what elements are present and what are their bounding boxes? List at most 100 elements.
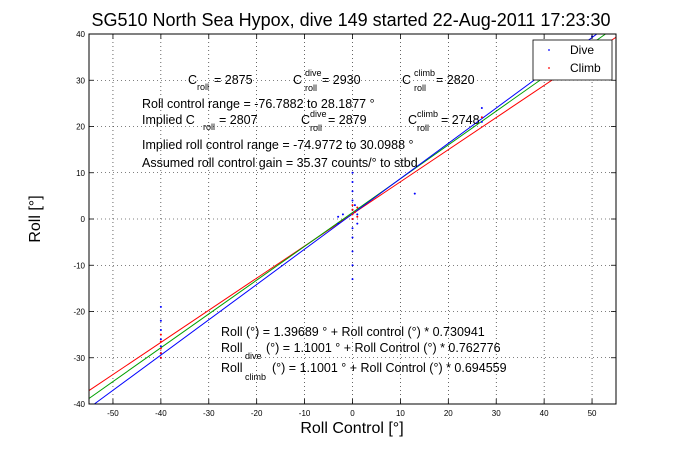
croll-climb-value: = 2820 — [436, 73, 475, 87]
data-point-climb — [356, 206, 359, 209]
implied-sub: roll — [203, 122, 215, 132]
data-point-dive — [159, 319, 162, 322]
y-tick-label: 30 — [76, 76, 85, 85]
data-point-dive — [159, 345, 162, 348]
data-point-climb — [159, 333, 162, 336]
data-point-dive — [351, 227, 354, 230]
x-tick-label: 50 — [588, 409, 597, 418]
croll-climb-sup: climb — [414, 68, 435, 78]
data-point-dive — [351, 236, 354, 239]
legend-label-climb: Climb — [570, 61, 601, 75]
implied-dive-sub: roll — [310, 123, 322, 133]
implied-climb-sup: climb — [417, 109, 438, 119]
data-point-climb — [353, 211, 356, 214]
data-point-dive — [159, 338, 162, 341]
data-point-dive — [351, 278, 354, 281]
fit-dive-prefix: Roll — [221, 341, 243, 355]
roll-control-range: Roll control range = -76.7882 to 28.1877… — [142, 97, 375, 111]
data-point-climb — [351, 213, 354, 216]
data-point-climb — [356, 215, 359, 218]
legend-box — [532, 39, 613, 81]
data-point-dive — [356, 213, 359, 216]
roll-control-gain: Assumed roll control gain = 35.37 counts… — [142, 156, 418, 170]
x-tick-label: -30 — [203, 409, 215, 418]
implied-dive-base: C — [301, 113, 310, 127]
croll-climb-base: C — [402, 73, 411, 87]
data-point-climb — [159, 352, 162, 355]
data-point-climb — [351, 218, 354, 220]
croll-value: = 2875 — [214, 73, 253, 87]
y-tick-label: -40 — [73, 400, 85, 409]
implied-climb-value: = 2748 — [441, 113, 480, 127]
fit-dive-sub: dive — [245, 351, 262, 361]
x-tick-label: 20 — [444, 409, 453, 418]
data-point-climb — [351, 208, 354, 211]
fit-line — [88, 33, 606, 399]
x-tick-label: 30 — [492, 409, 501, 418]
annotation-croll: C roll = 2875 — [188, 73, 253, 92]
fit-climb-prefix: Roll — [221, 361, 243, 375]
data-point-climb — [159, 356, 162, 359]
x-tick-label: -20 — [251, 409, 263, 418]
y-tick-label: 40 — [76, 30, 85, 39]
data-point-dive — [356, 222, 359, 225]
data-point-dive — [351, 264, 354, 267]
x-tick-label: 40 — [540, 409, 549, 418]
croll-dive-sub: roll — [305, 83, 317, 93]
data-point-dive — [351, 250, 354, 253]
y-tick-label: -30 — [73, 354, 85, 363]
data-point-dive — [159, 305, 162, 308]
data-point-dive — [351, 190, 354, 193]
data-point-dive — [480, 120, 483, 123]
axis-ticks: -50 -40 -30 -20 -10 0 10 20 30 40 50 -40 -30 -20 -10 0 1… — [73, 30, 616, 418]
croll-dive-value: = 2930 — [322, 73, 361, 87]
plot-area: -50 -40 -30 -20 -10 0 10 20 30 40 50 -40 -30 -20 -10 0 1… — [73, 30, 617, 418]
fit-equation-all: Roll (°) = 1.39689 ° + Roll control (°) … — [221, 325, 485, 339]
data-point-dive — [413, 192, 416, 195]
annotation-implied-dive: C dive roll = 2879 — [301, 109, 367, 133]
annotation-implied: Implied C roll = 2807 — [142, 113, 258, 132]
croll-dive-base: C — [293, 73, 302, 87]
x-tick-label: -40 — [155, 409, 167, 418]
y-tick-label: 20 — [76, 123, 85, 132]
croll-climb-sub: roll — [414, 83, 426, 93]
implied-prefix: Implied C — [142, 113, 195, 127]
x-tick-label: -50 — [107, 409, 119, 418]
croll-dive-sup: dive — [305, 68, 322, 78]
fit-equation-dive: Roll dive (°) = 1.1001 ° + Roll Control … — [221, 341, 501, 361]
y-tick-label: -10 — [73, 261, 85, 270]
y-axis-label: Roll [°] — [27, 195, 44, 242]
x-tick-label: 0 — [350, 409, 355, 418]
croll-sub: roll — [197, 82, 209, 92]
annotation-implied-climb: C climb roll = 2748 — [408, 109, 480, 133]
implied-dive-sup: dive — [310, 109, 327, 119]
data-point-climb — [351, 204, 354, 207]
data-point-climb — [159, 340, 162, 343]
legend: Dive Climb — [532, 39, 613, 81]
implied-roll-control-range: Implied roll control range = -74.9772 to… — [142, 138, 414, 152]
y-tick-label: 10 — [76, 169, 85, 178]
implied-dive-value: = 2879 — [328, 113, 367, 127]
fit-equation-climb: Roll climb (°) = 1.1001 ° + Roll Control… — [221, 361, 507, 382]
data-point-climb — [480, 116, 483, 119]
data-point-dive — [351, 199, 354, 202]
annotation-croll-climb: C climb roll = 2820 — [402, 68, 475, 93]
data-point-dive — [337, 215, 340, 218]
implied-climb-base: C — [408, 113, 417, 127]
data-points — [159, 35, 594, 359]
data-point-dive — [351, 171, 354, 174]
x-tick-label: 10 — [396, 409, 405, 418]
implied-value: = 2807 — [219, 113, 258, 127]
data-point-dive — [480, 107, 483, 109]
implied-climb-sub: roll — [417, 123, 429, 133]
data-point-climb — [159, 347, 162, 350]
chart-title: SG510 North Sea Hypox, dive 149 started … — [91, 10, 610, 30]
data-point-dive — [351, 181, 354, 183]
data-point-dive — [341, 213, 344, 216]
y-tick-label: -20 — [73, 308, 85, 317]
y-tick-label: 0 — [81, 215, 86, 224]
fit-dive-rest: (°) = 1.1001 ° + Roll Control (°) * 0.76… — [266, 341, 501, 355]
data-point-dive — [159, 329, 162, 331]
x-axis-label: Roll Control [°] — [300, 420, 403, 437]
